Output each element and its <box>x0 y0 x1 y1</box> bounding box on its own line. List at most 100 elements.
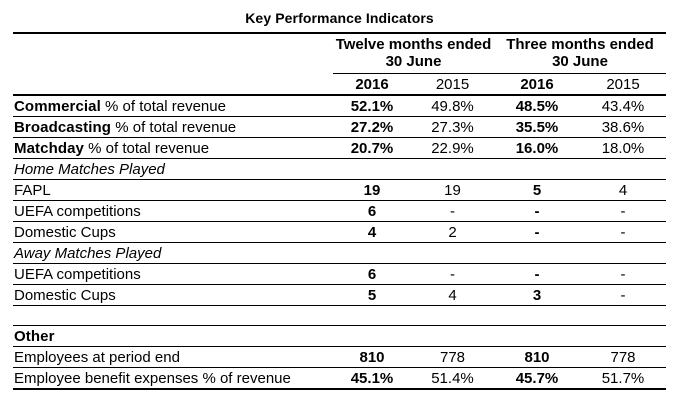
row-label-text: Employees at period end <box>14 348 180 366</box>
cell-value <box>580 242 666 264</box>
table-row: Domestic Cups 5 4 3- <box>13 284 666 306</box>
cell-value: - <box>580 263 666 285</box>
col-group-line1: Three months ended <box>506 36 654 53</box>
cell-value: 19 <box>333 179 411 201</box>
cell-value: 27.3% <box>411 116 494 138</box>
cell-value <box>494 305 580 326</box>
cell-value <box>333 305 411 326</box>
cell-value: - <box>580 221 666 243</box>
row-label-text: % of total revenue <box>100 97 226 115</box>
cell-value: - <box>494 263 580 285</box>
cell-value: 778 <box>411 346 494 368</box>
cell-value: - <box>494 200 580 222</box>
cell-value: 778 <box>580 346 666 368</box>
row-label-text: UEFA competitions <box>14 202 141 220</box>
cell-value: 4 <box>333 221 411 243</box>
row-label-text: Employee benefit expenses % of revenue <box>14 369 291 387</box>
row-label-text: UEFA competitions <box>14 265 141 283</box>
cell-value <box>411 242 494 264</box>
cell-value: - <box>494 221 580 243</box>
row-label: Domestic Cups <box>13 284 333 306</box>
row-label: Employee benefit expenses % of revenue <box>13 367 333 390</box>
cell-value: 27.2% <box>333 116 411 138</box>
cell-value <box>411 305 494 326</box>
table-row: Broadcasting % of total revenue 27.2% 27.3… <box>13 116 666 138</box>
row-label: UEFA competitions <box>13 200 333 222</box>
table-row: Employee benefit expenses % of revenue 45… <box>13 367 666 390</box>
cell-value: - <box>411 200 494 222</box>
table-head: Twelve months ended 30 June Three months… <box>13 33 666 96</box>
cell-value: - <box>411 263 494 285</box>
row-label <box>13 305 333 326</box>
year-header-2016-twelve: 2016 <box>333 73 411 96</box>
row-label: UEFA competitions <box>13 263 333 285</box>
cell-value: 810 <box>333 346 411 368</box>
row-label-text: Home Matches Played <box>14 160 165 178</box>
row-label-strong: Other <box>14 327 55 345</box>
cell-value: 49.8% <box>411 95 494 117</box>
table-row: Matchday % of total revenue 20.7% 22.9% 16.… <box>13 137 666 159</box>
header-corner-cell <box>13 33 333 74</box>
row-label-text: FAPL <box>14 181 51 199</box>
col-group-line1: Twelve months ended <box>335 36 492 53</box>
cell-value: 38.6% <box>580 116 666 138</box>
year-header-row: 2016 2015 2016 2015 <box>13 73 666 96</box>
cell-value: 35.5% <box>494 116 580 138</box>
cell-value: - <box>580 200 666 222</box>
col-group-three-months: Three months ended 30 June <box>494 33 666 74</box>
cell-value <box>411 325 494 347</box>
cell-value: 20.7% <box>333 137 411 159</box>
row-label: Away Matches Played <box>13 242 333 264</box>
cell-value: 3 <box>494 284 580 306</box>
cell-value: 19 <box>411 179 494 201</box>
table-row: Commercial % of total revenue 52.1% 49.8% 4… <box>13 95 666 117</box>
row-label: Home Matches Played <box>13 158 333 180</box>
cell-value <box>494 325 580 347</box>
row-label: Employees at period end <box>13 346 333 368</box>
row-label: Commercial % of total revenue <box>13 95 333 117</box>
table-row: Home Matches Played <box>13 158 666 180</box>
cell-value: 6 <box>333 200 411 222</box>
table-row: Other <box>13 325 666 347</box>
table-row: FAPL 19 19 5 4 <box>13 179 666 201</box>
col-group-twelve-months: Twelve months ended 30 June <box>333 33 494 74</box>
row-label: Domestic Cups <box>13 221 333 243</box>
row-label: FAPL <box>13 179 333 201</box>
cell-value: 45.7% <box>494 367 580 390</box>
table-row: UEFA competitions 6- - - <box>13 200 666 222</box>
table-row: Employees at period end 810 778 810 778 <box>13 346 666 368</box>
row-label-text: % of total revenue <box>111 118 237 136</box>
cell-value <box>580 325 666 347</box>
table-row: Away Matches Played <box>13 242 666 264</box>
row-label: Broadcasting % of total revenue <box>13 116 333 138</box>
cell-value: 16.0% <box>494 137 580 159</box>
cell-value: 22.9% <box>411 137 494 159</box>
row-label-text: Domestic Cups <box>14 223 116 241</box>
header-corner-cell <box>13 73 333 96</box>
year-header-2015-three: 2015 <box>580 73 666 96</box>
kpi-table: Twelve months ended 30 June Three months… <box>13 32 666 390</box>
cell-value <box>333 242 411 264</box>
cell-value <box>580 158 666 180</box>
cell-value <box>494 242 580 264</box>
row-label: Other <box>13 325 333 347</box>
cell-value <box>494 158 580 180</box>
row-label-text: Domestic Cups <box>14 286 116 304</box>
cell-value: 6 <box>333 263 411 285</box>
cell-value: 2 <box>411 221 494 243</box>
spacer-row <box>13 305 666 326</box>
cell-value <box>333 158 411 180</box>
row-label-text: Away Matches Played <box>14 244 162 262</box>
cell-value: 5 <box>333 284 411 306</box>
cell-value: - <box>580 284 666 306</box>
row-label-strong: Commercial <box>14 97 101 115</box>
cell-value: 45.1% <box>333 367 411 390</box>
cell-value: 4 <box>411 284 494 306</box>
cell-value: 51.7% <box>580 367 666 390</box>
table-body: Commercial % of total revenue 52.1% 49.8% 4… <box>13 95 666 390</box>
period-group-row: Twelve months ended 30 June Three months… <box>13 33 666 74</box>
year-header-2016-three: 2016 <box>494 73 580 96</box>
cell-value: 5 <box>494 179 580 201</box>
table-row: Domestic Cups 4 2- - <box>13 221 666 243</box>
